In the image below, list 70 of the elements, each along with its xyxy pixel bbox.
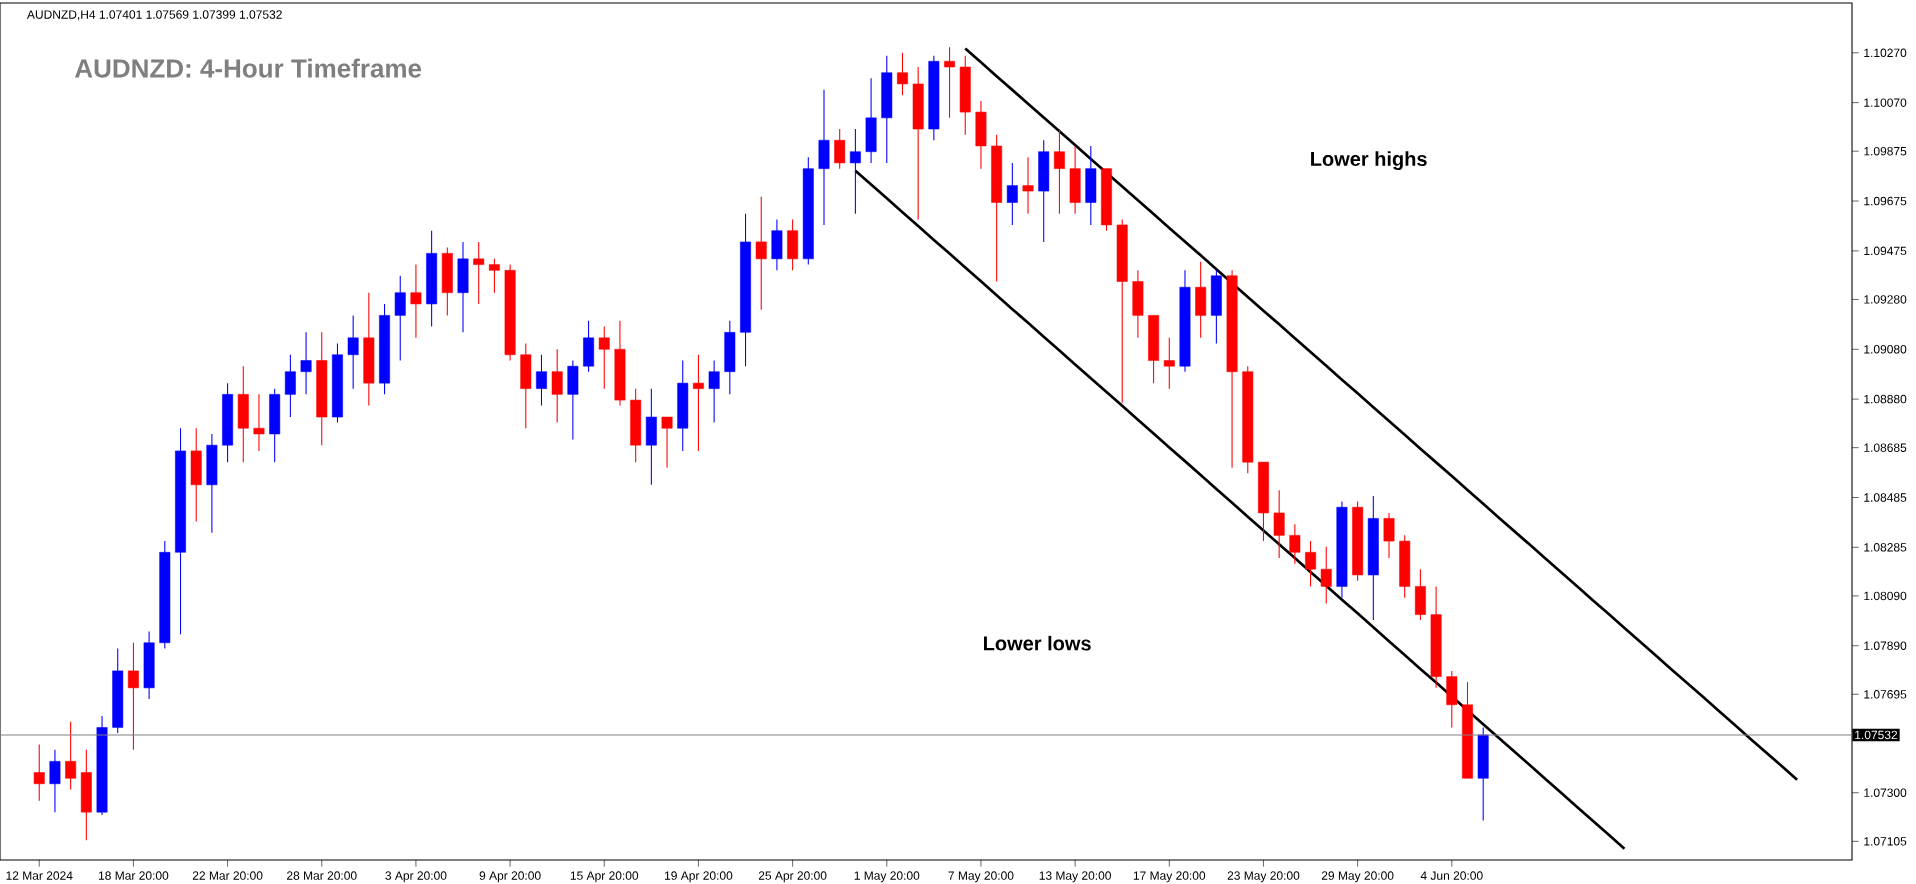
candlestick bbox=[347, 314, 359, 390]
y-tick-label: 1.08485 bbox=[1864, 493, 1907, 502]
candlestick bbox=[65, 721, 77, 791]
candlestick bbox=[300, 331, 312, 395]
line-series bbox=[854, 169, 1626, 851]
y-tick-label: 1.07300 bbox=[1864, 788, 1907, 797]
x-tick-label: 13 May 20:00 bbox=[1039, 871, 1111, 883]
y-tick-label: 1.08685 bbox=[1864, 443, 1907, 452]
x-tick-label: 3 Apr 20:00 bbox=[385, 871, 447, 883]
candlestick bbox=[49, 749, 61, 813]
x-tick-label: 18 Mar 20:00 bbox=[98, 871, 169, 880]
y-tick-label: 1.09280 bbox=[1864, 295, 1907, 304]
y-tick-label: 1.10270 bbox=[1864, 48, 1907, 58]
candlestick bbox=[1383, 512, 1395, 559]
x-tick-label: 23 May 20:00 bbox=[1227, 871, 1300, 883]
y-tick-label: 1.08090 bbox=[1864, 591, 1907, 601]
candlestick bbox=[410, 264, 422, 339]
x-tick-label: 28 Mar 20:00 bbox=[287, 871, 357, 880]
x-tick-label: 1 May 20:00 bbox=[854, 871, 920, 883]
y-tick-label: 1.08880 bbox=[1864, 394, 1907, 404]
candlestick bbox=[1022, 156, 1034, 215]
candlestick bbox=[849, 128, 861, 215]
candlestick bbox=[1163, 337, 1175, 390]
candlestick bbox=[897, 52, 908, 96]
candlestick bbox=[1320, 546, 1332, 604]
candlestick bbox=[598, 326, 610, 390]
y-tick-label: 1.09475 bbox=[1864, 246, 1907, 256]
candlestick bbox=[1006, 162, 1018, 226]
candlestick bbox=[473, 241, 485, 305]
x-tick-label: 15 Apr 20:00 bbox=[570, 871, 639, 883]
candlestick bbox=[127, 642, 139, 751]
y-tick-label: 1.07695 bbox=[1864, 690, 1907, 699]
candlestick bbox=[692, 354, 704, 452]
y-tick-label: 1.07105 bbox=[1864, 837, 1907, 846]
candlestick bbox=[944, 46, 956, 119]
candlestick bbox=[834, 128, 846, 170]
y-tick-label: 1.09675 bbox=[1864, 196, 1907, 206]
candlestick bbox=[284, 354, 296, 418]
x-tick-label: 12 Mar 2024 bbox=[6, 871, 73, 880]
candlestick bbox=[1273, 489, 1285, 559]
y-tick-label: 1.10070 bbox=[1864, 98, 1907, 107]
candlestick bbox=[1305, 540, 1316, 587]
y-tick-label: 1.07890 bbox=[1864, 641, 1907, 650]
y-tick-label: 1.09875 bbox=[1864, 146, 1907, 156]
y-tick-label: 1.09080 bbox=[1864, 345, 1907, 354]
annotation: Lower highs bbox=[1311, 151, 1427, 171]
candlestick bbox=[488, 258, 500, 294]
candlestick bbox=[551, 348, 563, 424]
x-tick-label: 9 Apr 20:00 bbox=[479, 871, 541, 883]
candlestick bbox=[33, 743, 45, 802]
x-tick-label: 4 Jun 20:00 bbox=[1420, 871, 1483, 880]
candlestick bbox=[1289, 523, 1301, 565]
ref-line-label: 1.07532 bbox=[1855, 730, 1898, 740]
x-tick-label: 17 May 20:00 bbox=[1133, 871, 1206, 883]
candlestick bbox=[1053, 128, 1065, 215]
annotation: Lower lows bbox=[984, 635, 1091, 651]
x-tick-label: 29 May 20:00 bbox=[1321, 871, 1394, 883]
y-tick-label: 1.08285 bbox=[1864, 543, 1907, 552]
candlestick bbox=[661, 416, 673, 469]
text: AUDNZD: 4-Hour Timeframe bbox=[75, 58, 422, 78]
candlestick bbox=[536, 354, 547, 407]
text: AUDNZD,H4 1.07401 1.07569 1.07399 1.07532 bbox=[26, 10, 282, 21]
x-tick-label: 22 Mar 20:00 bbox=[192, 871, 263, 880]
x-tick-label: 25 Apr 20:00 bbox=[758, 871, 827, 883]
x-tick-label: 19 Apr 20:00 bbox=[665, 871, 733, 883]
candlestick bbox=[708, 359, 720, 424]
candlestick bbox=[253, 393, 265, 452]
candlestick bbox=[755, 196, 767, 311]
x-tick-label: 7 May 20:00 bbox=[948, 871, 1014, 883]
candlestick bbox=[394, 275, 406, 362]
